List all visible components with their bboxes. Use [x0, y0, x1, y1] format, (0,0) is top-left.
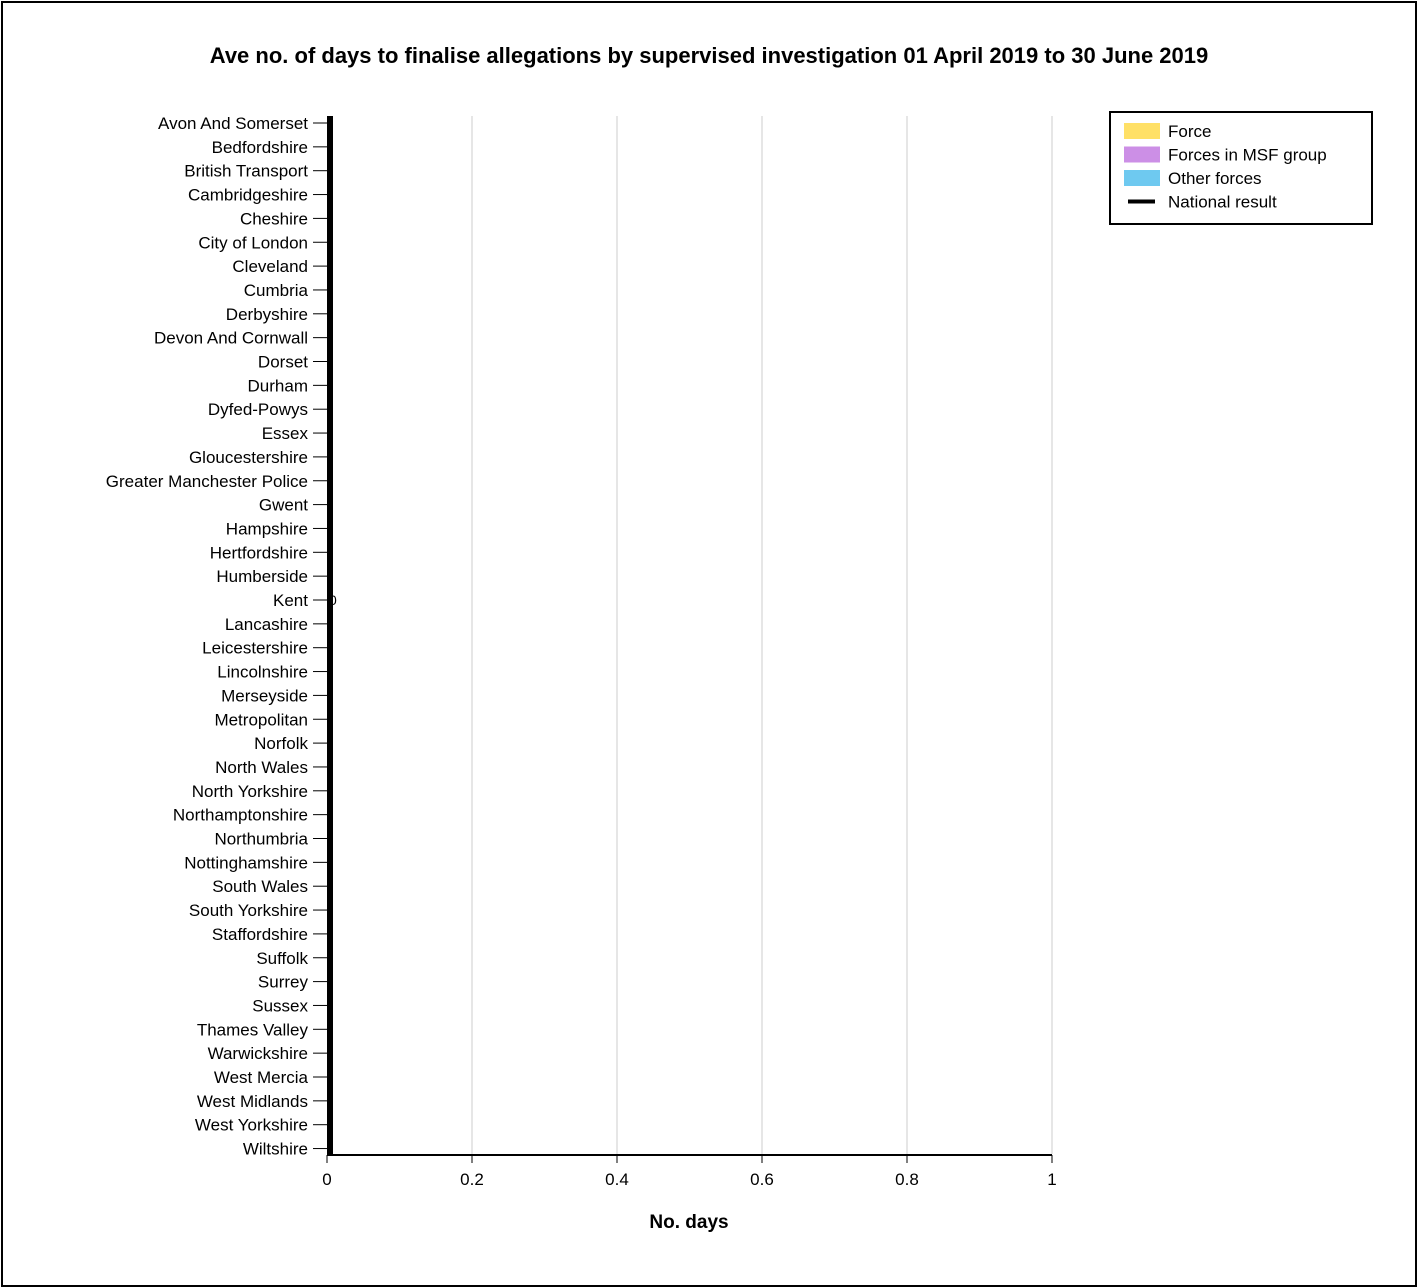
x-tick-label: 0.2 [460, 1170, 484, 1189]
legend-label[interactable]: Force [1168, 122, 1211, 141]
x-tick-label: 0 [322, 1170, 331, 1189]
grid-lines [471, 116, 1053, 1154]
y-tick-label: Merseyside [221, 686, 308, 705]
y-tick-label: Derbyshire [226, 305, 308, 324]
legend-swatch [1124, 146, 1160, 163]
x-axis: 0 0.2 0.4 0.6 0.8 1 [322, 1154, 1057, 1189]
y-tick-label: West Midlands [197, 1092, 308, 1111]
y-tick-label: Warwickshire [208, 1044, 308, 1063]
y-tick-label: West Mercia [214, 1068, 309, 1087]
y-tick-label: Gwent [259, 496, 308, 515]
legend-label[interactable]: National result [1168, 193, 1277, 212]
y-tick-label: Suffolk [256, 949, 308, 968]
y-tick-label: Humberside [216, 567, 308, 586]
y-axis: Avon And Somerset Bedfordshire British Tra… [106, 114, 327, 1159]
y-tick-label: Cleveland [232, 257, 308, 276]
y-tick-label: North Yorkshire [192, 782, 308, 801]
y-tick-label: Wiltshire [243, 1140, 308, 1159]
y-tick-label: Thames Valley [197, 1020, 309, 1039]
y-tick-label: Metropolitan [214, 710, 308, 729]
y-tick-label: Staffordshire [212, 925, 308, 944]
legend-label[interactable]: Forces in MSF group [1168, 146, 1327, 165]
y-tick-label: North Wales [215, 758, 308, 777]
y-tick-label: Dyfed-Powys [208, 400, 308, 419]
x-tick-label: 0.6 [750, 1170, 774, 1189]
y-tick-label: Surrey [258, 973, 309, 992]
y-tick-label: Northumbria [214, 830, 308, 849]
y-tick-label: Devon And Cornwall [154, 329, 308, 348]
y-tick-label: Kent [273, 591, 308, 610]
y-tick-label: Hampshire [226, 519, 308, 538]
x-axis-title: No. days [649, 1212, 728, 1233]
legend[interactable]: Force Forces in MSF group Other forces Nati… [1109, 111, 1373, 225]
legend-label[interactable]: Other forces [1168, 169, 1262, 188]
legend-swatch [1124, 170, 1160, 186]
y-tick-label: South Wales [212, 877, 308, 896]
y-tick-label: Durham [248, 376, 308, 395]
y-tick-label: Bedfordshire [212, 138, 308, 157]
x-tick-label: 0.4 [605, 1170, 629, 1189]
y-tick-label: Cumbria [244, 281, 309, 300]
y-tick-label: Norfolk [254, 734, 308, 753]
y-tick-label: Northamptonshire [173, 806, 308, 825]
y-tick-label: Leicestershire [202, 639, 308, 658]
y-tick-label: City of London [198, 233, 308, 252]
y-tick-label: Nottinghamshire [184, 853, 308, 872]
y-tick-label: British Transport [184, 162, 308, 181]
y-tick-label: West Yorkshire [195, 1116, 308, 1135]
y-tick-label: Lancashire [225, 615, 308, 634]
x-tick-label: 1 [1047, 1170, 1056, 1189]
y-tick-label: Dorset [258, 353, 308, 372]
y-tick-label: South Yorkshire [189, 901, 308, 920]
y-tick-label: Lincolnshire [217, 663, 308, 682]
y-tick-label: Avon And Somerset [158, 114, 308, 133]
y-tick-label: Essex [262, 424, 309, 443]
y-tick-label: Gloucestershire [189, 448, 308, 467]
chart-title: Ave no. of days to finalise allegations … [210, 43, 1209, 68]
y-tick-label: Cheshire [240, 209, 308, 228]
x-tick-label: 0.8 [895, 1170, 919, 1189]
legend-swatch [1124, 123, 1160, 139]
y-tick-label: Hertfordshire [210, 543, 308, 562]
y-tick-label: Greater Manchester Police [106, 472, 308, 491]
y-tick-label: Cambridgeshire [188, 186, 308, 205]
y-tick-label: Sussex [252, 996, 308, 1015]
